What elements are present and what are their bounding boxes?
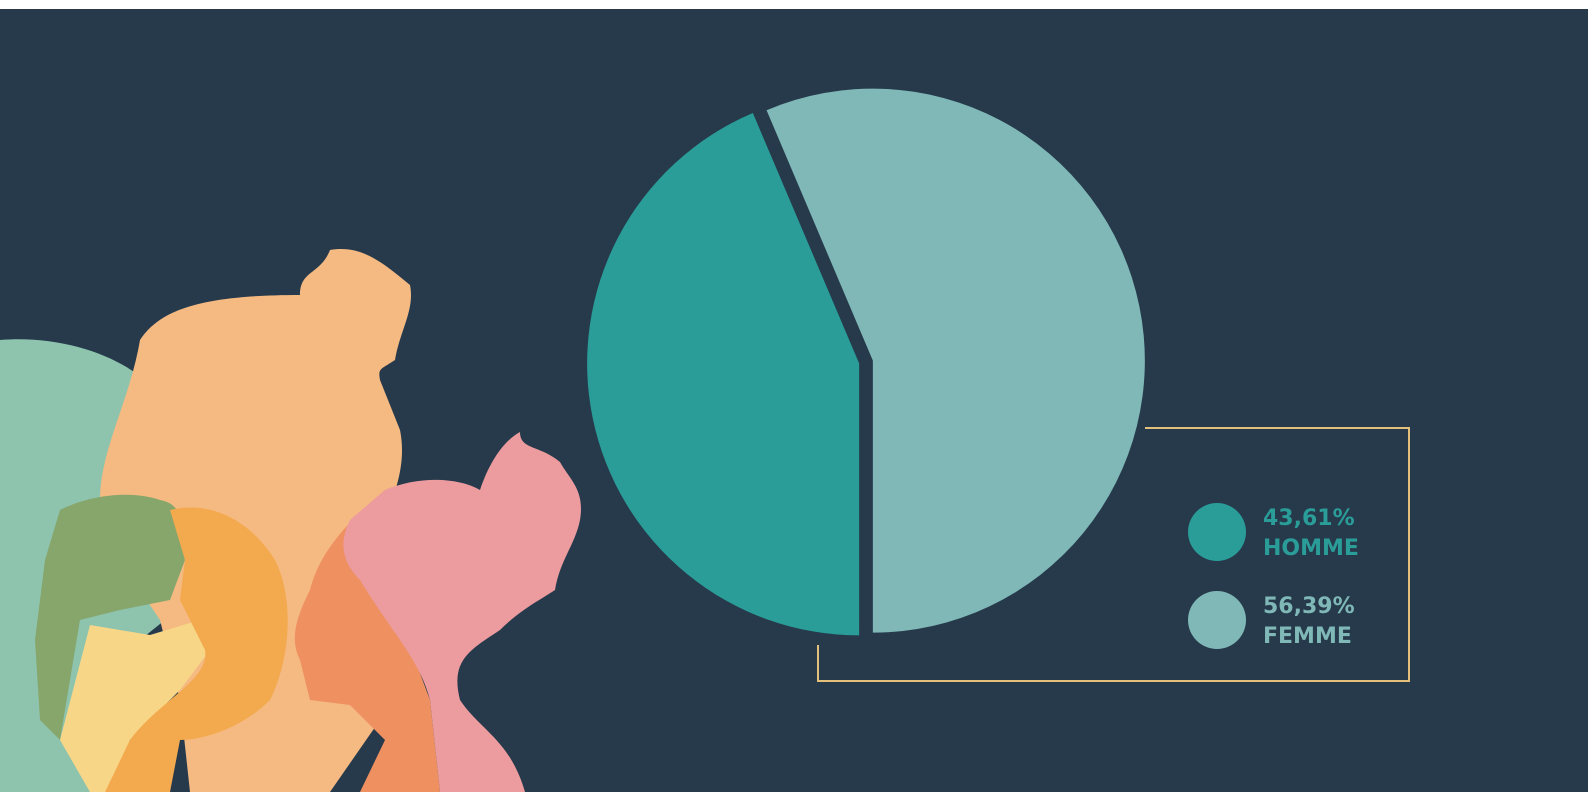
silhouette [60,620,210,792]
silhouettes [0,249,581,792]
legend-label: FEMME [1263,624,1352,649]
silhouette [294,490,440,792]
legend-frame [817,427,1410,682]
legend-swatch [1188,591,1246,649]
silhouette [35,494,185,740]
legend-value: 56,39% [1263,594,1355,619]
silhouette [343,432,581,792]
pie-slice [587,113,860,636]
frame-line [817,427,1410,682]
legend-value: 43,61% [1263,506,1355,531]
silhouette [105,507,288,792]
pie-slice [766,88,1145,633]
legend-label: HOMME [1263,536,1359,561]
legend-swatch [1188,503,1246,561]
